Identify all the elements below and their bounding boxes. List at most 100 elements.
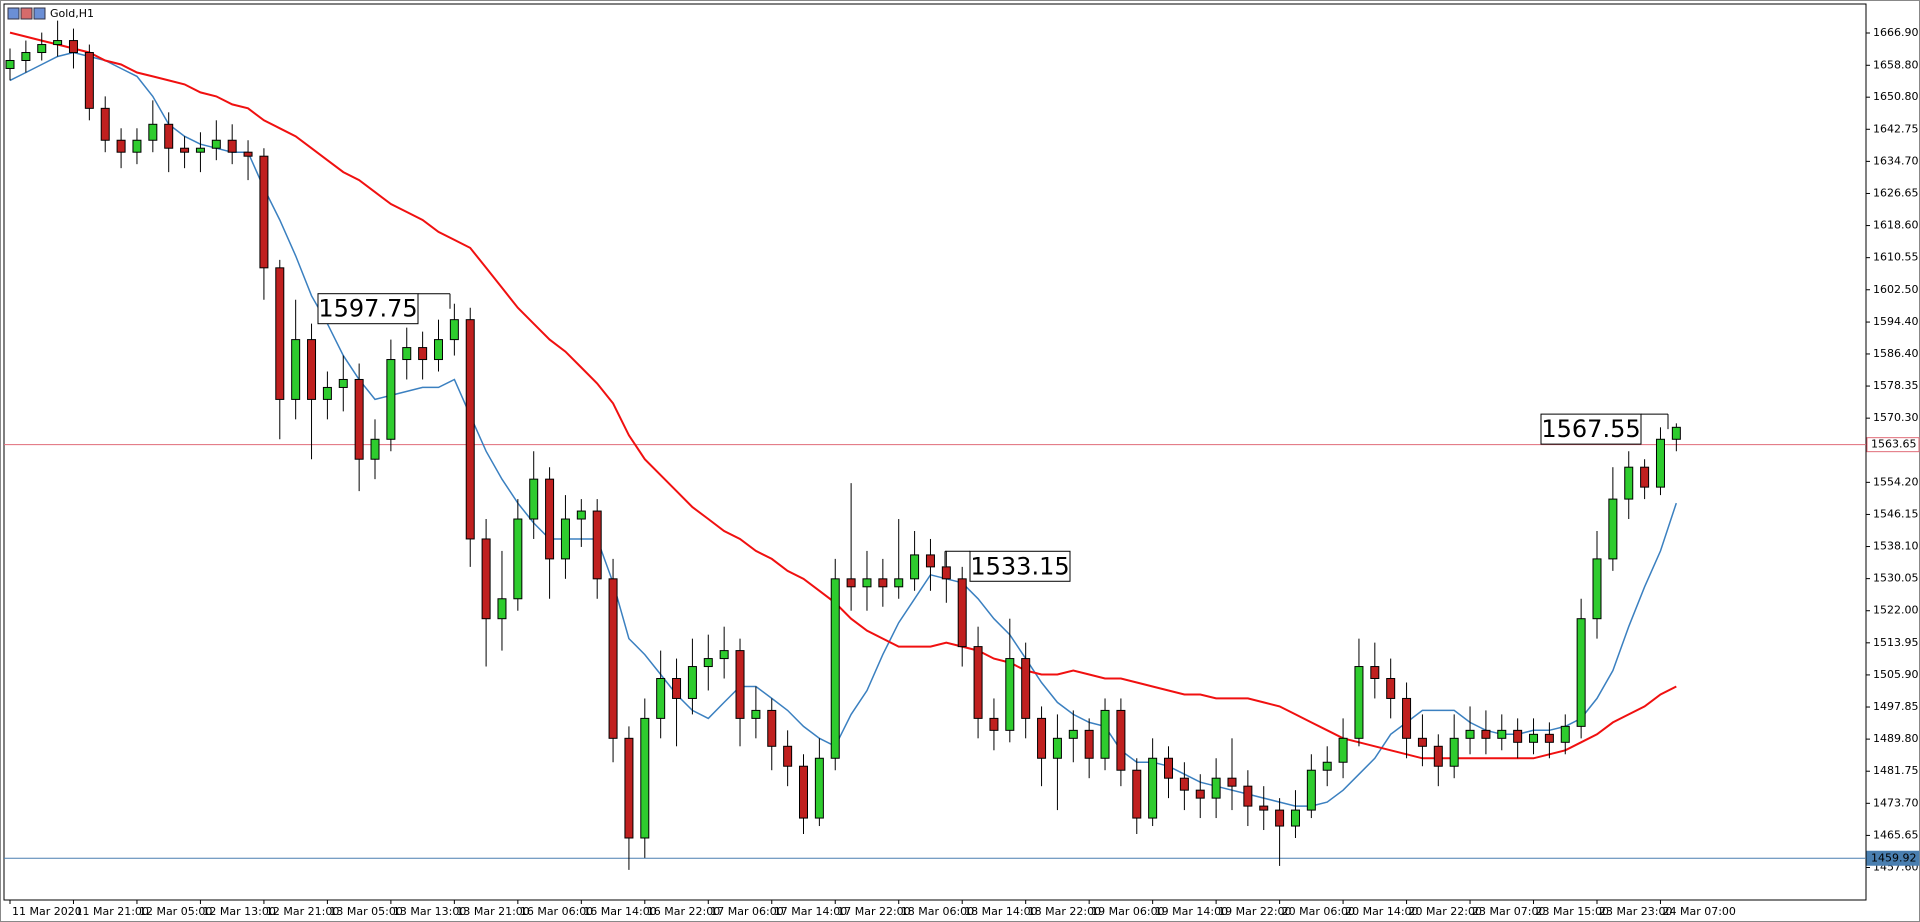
candle-body <box>687 666 697 699</box>
annotation-box <box>317 293 419 325</box>
candle-body <box>497 598 507 620</box>
candle-body <box>1370 666 1380 680</box>
y-tick-label: 1473.70 <box>1873 796 1919 809</box>
candle-body <box>307 339 317 400</box>
candle-body <box>878 578 888 588</box>
x-tick-label: 12 Mar 21:00 <box>266 905 339 918</box>
candle-body <box>1306 769 1316 811</box>
candle-body <box>465 319 475 540</box>
candle-body <box>1164 757 1174 779</box>
candle-body <box>433 339 443 361</box>
candle-body <box>1465 729 1475 739</box>
x-tick-label: 23 Mar 23:00 <box>1599 905 1672 918</box>
x-tick-label: 12 Mar 05:00 <box>139 905 212 918</box>
y-tick-label: 1586.40 <box>1873 347 1919 360</box>
x-tick-label: 17 Mar 14:00 <box>774 905 847 918</box>
annotation-label: 1567.55 <box>1541 415 1640 443</box>
candle-body <box>957 578 967 648</box>
y-tick-label: 1538.10 <box>1873 540 1919 553</box>
candle-body <box>322 386 332 400</box>
candle-body <box>1671 426 1681 440</box>
icon-box <box>33 7 46 20</box>
candle-body <box>624 737 634 839</box>
candle-body <box>68 40 78 54</box>
x-tick-label: 16 Mar 14:00 <box>583 905 656 918</box>
candle-body <box>21 52 31 61</box>
candle-body <box>576 510 586 520</box>
candle-body <box>1195 789 1205 799</box>
candle-body <box>402 347 412 361</box>
candle-body <box>132 139 142 153</box>
y-tick-label: 1634.70 <box>1873 154 1919 167</box>
candle-body <box>1084 729 1094 759</box>
y-tick-label: 1610.55 <box>1873 251 1919 264</box>
candle-body <box>814 757 824 819</box>
y-tick-label: 1642.75 <box>1873 122 1919 135</box>
y-tick-label: 1594.40 <box>1873 315 1919 328</box>
candle-body <box>925 554 935 568</box>
x-tick-label: 11 Mar 21:00 <box>75 905 148 918</box>
price-label: 1459.92 <box>1871 851 1917 864</box>
y-tick-label: 1465.65 <box>1873 828 1919 841</box>
candle-body <box>783 745 793 767</box>
candle-body <box>1433 745 1443 767</box>
candle-body <box>1513 729 1523 743</box>
candle-body <box>719 650 729 660</box>
candle-body <box>1624 466 1634 500</box>
moving-average <box>9 31 1677 760</box>
annotation-label: 1533.15 <box>970 552 1069 580</box>
candle-body <box>1021 658 1031 719</box>
x-tick-label: 19 Mar 22:00 <box>1218 905 1291 918</box>
x-tick-label: 18 Mar 06:00 <box>901 905 974 918</box>
x-tick-label: 16 Mar 22:00 <box>647 905 720 918</box>
y-tick-label: 1513.95 <box>1873 636 1919 649</box>
symbol-icon <box>7 7 46 20</box>
y-tick-label: 1522.00 <box>1873 604 1919 617</box>
candle-body <box>84 52 94 109</box>
candle-body <box>1179 777 1189 791</box>
candle-body <box>560 518 570 560</box>
candle-body <box>1497 729 1507 739</box>
candle-body <box>1608 498 1618 560</box>
candle-body <box>148 123 158 141</box>
candle-body <box>164 123 174 149</box>
candle-body <box>989 717 999 731</box>
candle-body <box>1560 725 1570 743</box>
candle-body <box>1052 737 1062 759</box>
candle-body <box>53 40 63 46</box>
x-tick-label: 12 Mar 13:00 <box>202 905 275 918</box>
candle-body <box>100 107 110 141</box>
candle-body <box>1005 658 1015 731</box>
x-tick-label: 13 Mar 05:00 <box>329 905 402 918</box>
y-tick-label: 1554.20 <box>1873 475 1919 488</box>
candle-body <box>291 339 301 400</box>
candle-body <box>910 554 920 580</box>
candle-body <box>1132 769 1142 819</box>
annotation-box <box>969 550 1071 582</box>
y-tick-label: 1602.50 <box>1873 283 1919 296</box>
candle-body <box>1148 757 1158 819</box>
candle-body <box>1481 729 1491 739</box>
candle-body <box>640 717 650 839</box>
price-label: 1563.65 <box>1871 438 1917 451</box>
candle-body <box>894 578 904 588</box>
candle-body <box>799 765 808 819</box>
candle-body <box>1338 737 1348 763</box>
annotation-label: 1597.75 <box>318 295 417 323</box>
candle-body <box>529 478 539 520</box>
candle-body <box>227 139 237 153</box>
candle-body <box>672 678 682 699</box>
candle-body <box>243 151 253 157</box>
y-tick-label: 1618.60 <box>1873 219 1919 232</box>
x-tick-label: 17 Mar 06:00 <box>710 905 783 918</box>
candle-body <box>180 147 190 153</box>
candle-body <box>830 578 840 759</box>
candle-body <box>1655 438 1665 488</box>
candle-body <box>1354 666 1364 739</box>
candle-body <box>211 139 221 149</box>
candle-body <box>973 646 983 719</box>
candle-body <box>735 650 745 719</box>
candle-body <box>418 347 428 361</box>
